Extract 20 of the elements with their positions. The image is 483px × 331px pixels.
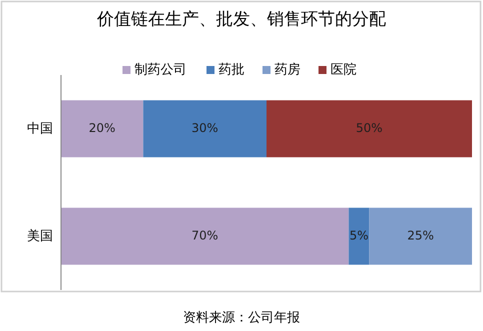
legend-label: 制药公司: [134, 62, 186, 78]
bar: [369, 208, 472, 265]
bar: [61, 208, 349, 265]
data-label: 50%: [356, 121, 383, 136]
bar: [143, 100, 266, 158]
legend-label: 药房: [274, 62, 300, 78]
data-label: 70%: [192, 228, 218, 243]
y-tick-label: 中国: [27, 121, 53, 136]
bar: [348, 208, 370, 265]
chart-title: 价值链在生产、批发、销售环节的分配: [96, 10, 386, 30]
y-tick-label: 美国: [27, 228, 53, 244]
data-label: 30%: [192, 121, 218, 136]
bar: [266, 100, 472, 158]
data-label: 20%: [88, 121, 116, 136]
text: 资料来源：公司年报: [183, 310, 300, 326]
data-label: 5%: [349, 228, 368, 243]
bar: [61, 100, 144, 158]
legend-label: 药批: [218, 62, 244, 78]
data-label: 25%: [407, 228, 434, 243]
legend-label: 医院: [330, 62, 356, 78]
